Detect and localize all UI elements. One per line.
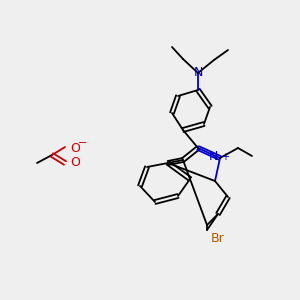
- Text: O: O: [70, 142, 80, 154]
- Text: +: +: [221, 152, 229, 162]
- Text: N: N: [193, 67, 203, 80]
- Text: −: −: [78, 138, 87, 148]
- Text: O: O: [70, 155, 80, 169]
- Text: N: N: [208, 151, 218, 164]
- Text: Br: Br: [211, 232, 225, 244]
